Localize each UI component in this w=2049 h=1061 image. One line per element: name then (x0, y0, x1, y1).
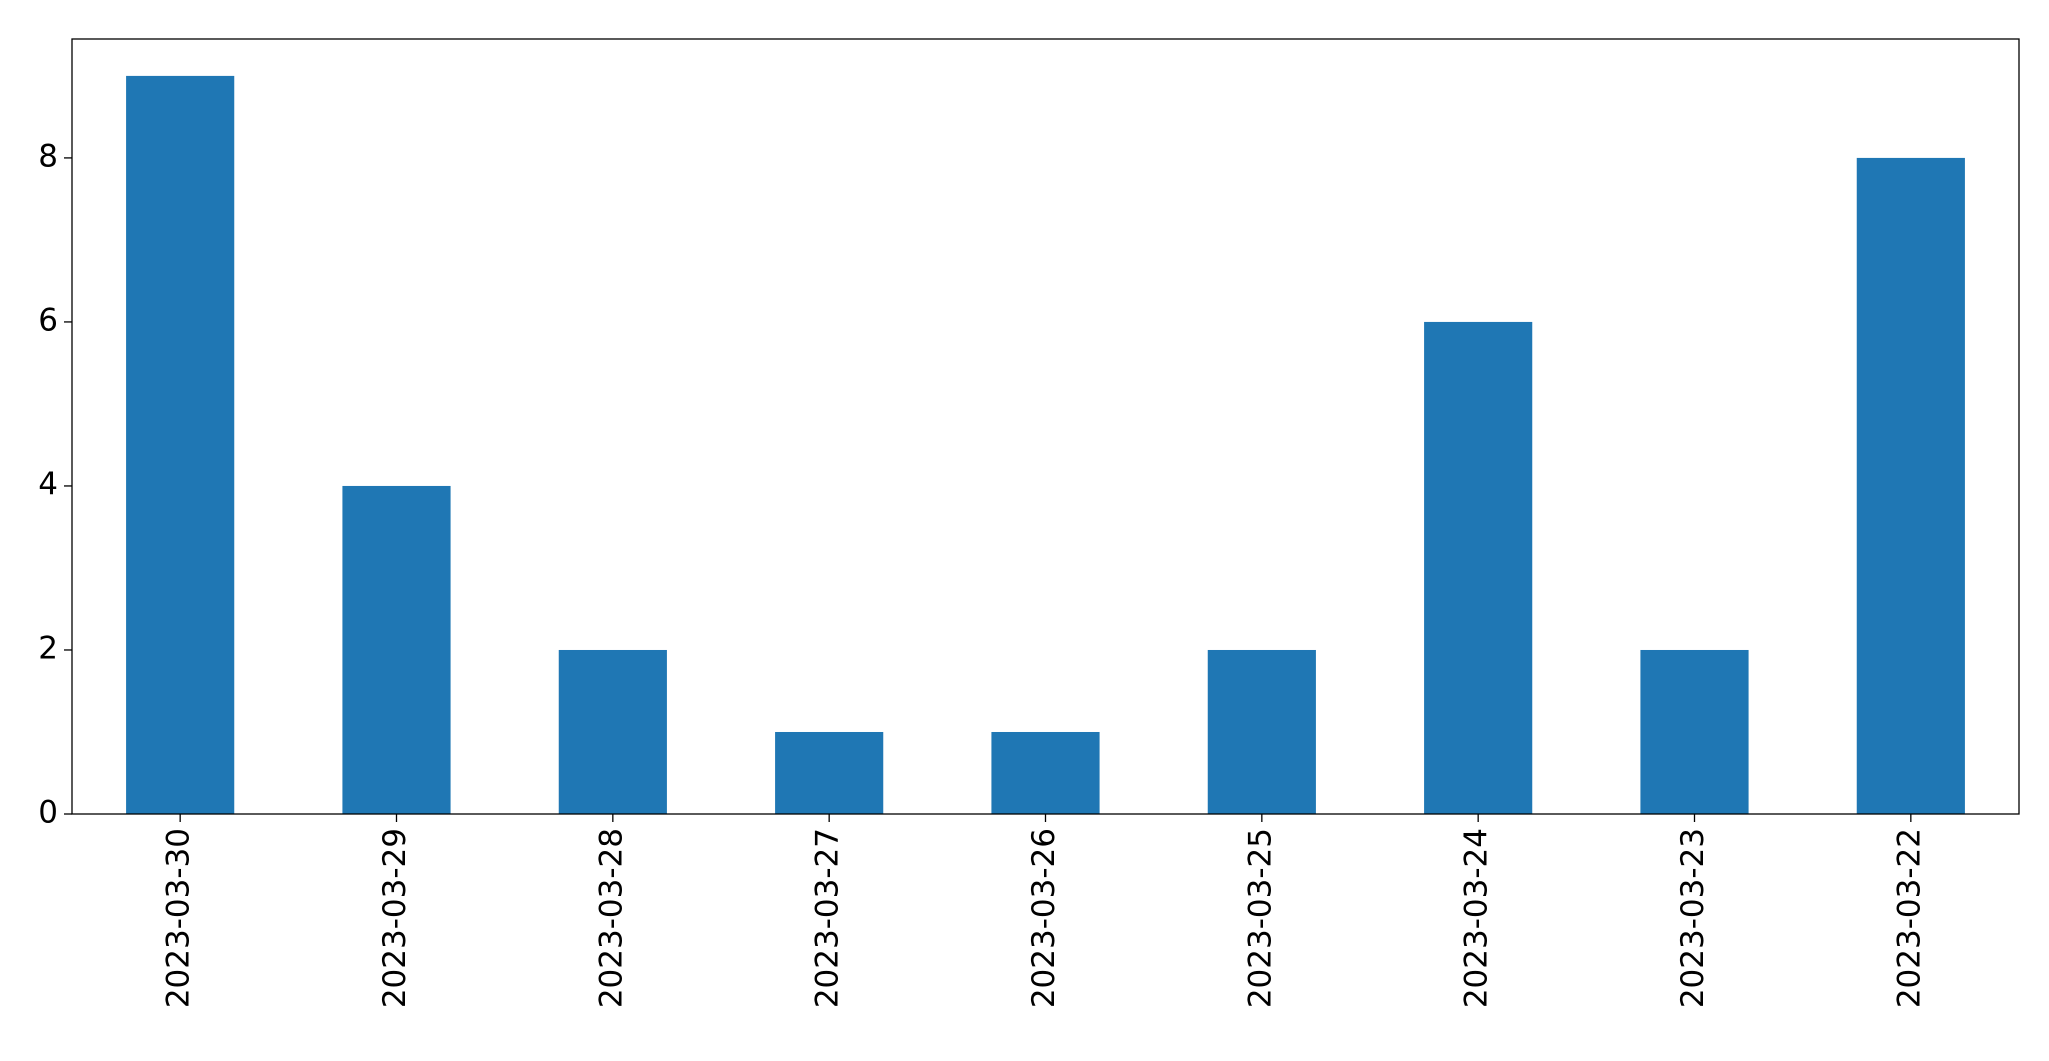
bar (991, 731, 1100, 814)
y-tick-label: 8 (38, 138, 58, 174)
x-tick-label: 2023-03-23 (1675, 828, 1711, 1008)
x-tick-label: 2023-03-30 (161, 828, 197, 1008)
y-tick-label: 6 (38, 302, 58, 338)
bar (558, 649, 667, 814)
x-tick-label: 2023-03-27 (810, 828, 846, 1008)
y-tick-label: 4 (38, 466, 58, 502)
bar (1640, 649, 1749, 814)
bar (1856, 157, 1965, 814)
y-tick-label: 2 (38, 630, 58, 666)
bar (775, 731, 884, 814)
x-tick-label: 2023-03-28 (593, 828, 629, 1008)
x-tick-label: 2023-03-22 (1891, 828, 1927, 1008)
plot-frame (71, 38, 2020, 815)
bar (342, 485, 451, 814)
x-tick-label: 2023-03-26 (1026, 828, 1062, 1008)
x-tick-label: 2023-03-25 (1242, 828, 1278, 1008)
x-tick-label: 2023-03-24 (1459, 828, 1495, 1008)
y-tick-label: 0 (38, 795, 58, 831)
bar (1207, 649, 1316, 814)
bar (1424, 321, 1533, 814)
x-tick-label: 2023-03-29 (377, 828, 413, 1008)
bar (126, 75, 235, 814)
